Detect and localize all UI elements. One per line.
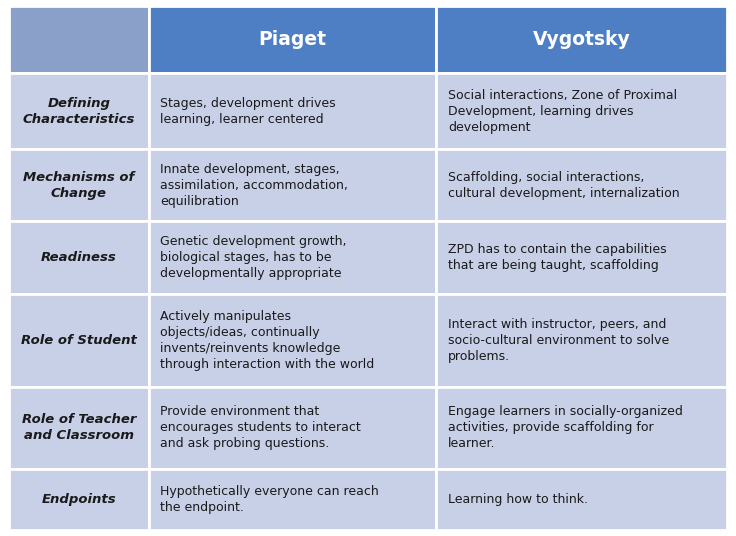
Text: Hypothetically everyone can reach
the endpoint.: Hypothetically everyone can reach the en… [160,485,379,513]
Text: Readiness: Readiness [41,251,117,264]
Bar [436,468,727,530]
Bar [149,294,436,387]
Text: Stages, development drives
learning, learner centered: Stages, development drives learning, lea… [160,96,336,125]
Bar [9,73,149,149]
Bar [9,221,149,294]
Text: Innate development, stages,
assimilation, accommodation,
equilibration: Innate development, stages, assimilation… [160,162,348,207]
Bar [9,149,149,221]
Text: Defining
Characteristics: Defining Characteristics [23,96,135,125]
Text: Genetic development growth,
biological stages, has to be
developmentally appropr: Genetic development growth, biological s… [160,235,347,280]
Bar [436,149,727,221]
Bar [9,468,149,530]
Text: Role of Teacher
and Classroom: Role of Teacher and Classroom [21,413,136,442]
Bar [436,6,727,73]
Bar [9,6,149,73]
Text: Mechanisms of
Change: Mechanisms of Change [24,170,135,200]
Text: Interact with instructor, peers, and
socio-cultural environment to solve
problem: Interact with instructor, peers, and soc… [448,318,669,363]
Text: Role of Student: Role of Student [21,334,137,347]
Text: Piaget: Piaget [258,31,327,49]
Bar [149,6,436,73]
Bar [149,468,436,530]
Bar [149,73,436,149]
Text: Endpoints: Endpoints [41,493,116,505]
Bar [9,294,149,387]
Bar [9,387,149,468]
Bar [436,221,727,294]
Text: Provide environment that
encourages students to interact
and ask probing questio: Provide environment that encourages stud… [160,405,361,450]
Text: Social interactions, Zone of Proximal
Development, learning drives
development: Social interactions, Zone of Proximal De… [448,88,677,133]
Text: Engage learners in socially-organized
activities, provide scaffolding for
learne: Engage learners in socially-organized ac… [448,405,683,450]
Text: ZPD has to contain the capabilities
that are being taught, scaffolding: ZPD has to contain the capabilities that… [448,243,667,272]
Text: Scaffolding, social interactions,
cultural development, internalization: Scaffolding, social interactions, cultur… [448,170,679,200]
Text: Learning how to think.: Learning how to think. [448,493,588,505]
Bar [149,149,436,221]
Text: Actively manipulates
objects/ideas, continually
invents/reinvents knowledge
thro: Actively manipulates objects/ideas, cont… [160,310,375,371]
Bar [149,221,436,294]
Text: Vygotsky: Vygotsky [533,31,631,49]
Bar [436,73,727,149]
Bar [436,387,727,468]
Bar [436,294,727,387]
Bar [149,387,436,468]
